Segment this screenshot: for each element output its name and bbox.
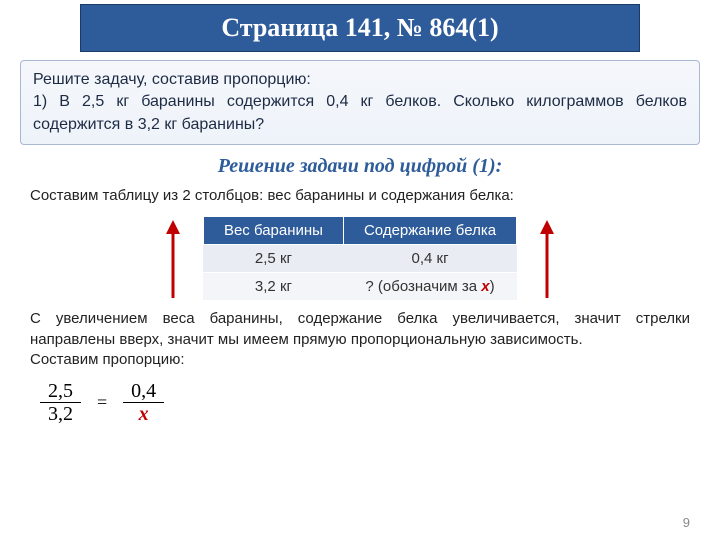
problem-line2: 1) В 2,5 кг баранины содержится 0,4 кг б… <box>33 91 687 136</box>
problem-statement-box: Решите задачу, составив пропорцию: 1) В … <box>20 60 700 145</box>
equals-sign: = <box>97 392 107 413</box>
intro-text: Составим таблицу из 2 столбцов: вес бара… <box>30 186 690 206</box>
fraction-left: 2,5 3,2 <box>40 380 81 425</box>
page-title-text: Страница 141, № 864(1) <box>221 13 498 42</box>
left-up-arrow <box>163 220 183 298</box>
explanation-text: С увеличением веса баранины, содержание … <box>30 309 690 370</box>
page-title-bar: Страница 141, № 864(1) <box>80 4 640 52</box>
col-header-protein: Содержание белка <box>343 217 516 245</box>
problem-line1: Решите задачу, составив пропорцию: <box>33 69 687 91</box>
cell-protein-1: 0,4 кг <box>343 245 516 273</box>
table-row: 2,5 кг 0,4 кг <box>203 245 516 273</box>
right-numerator: 0,4 <box>123 380 164 403</box>
right-denominator: x <box>131 403 157 425</box>
page-number: 9 <box>683 515 690 530</box>
cell-weight-2: 3,2 кг <box>203 273 343 301</box>
explanation-para2: Составим пропорцию: <box>30 351 185 368</box>
solution-heading: Решение задачи под цифрой (1): <box>0 155 720 178</box>
x-variable: x <box>481 278 489 295</box>
cell-protein-2-prefix: ? (обозначим за <box>365 278 481 295</box>
table-with-arrows: Вес баранины Содержание белка 2,5 кг 0,4… <box>0 216 720 301</box>
cell-weight-1: 2,5 кг <box>203 245 343 273</box>
col-header-weight: Вес баранины <box>203 217 343 245</box>
data-table: Вес баранины Содержание белка 2,5 кг 0,4… <box>203 216 517 301</box>
cell-protein-2-suffix: ) <box>490 278 495 295</box>
x-variable-denom: x <box>139 403 149 425</box>
proportion-equation: 2,5 3,2 = 0,4 x <box>40 380 720 425</box>
right-up-arrow <box>537 220 557 298</box>
left-numerator: 2,5 <box>40 380 81 403</box>
table-header-row: Вес баранины Содержание белка <box>203 217 516 245</box>
fraction-right: 0,4 x <box>123 380 164 425</box>
left-denominator: 3,2 <box>40 403 81 425</box>
table-row: 3,2 кг ? (обозначим за x) <box>203 273 516 301</box>
explanation-para1: С увеличением веса баранины, содержание … <box>30 310 690 347</box>
cell-protein-2: ? (обозначим за x) <box>343 273 516 301</box>
